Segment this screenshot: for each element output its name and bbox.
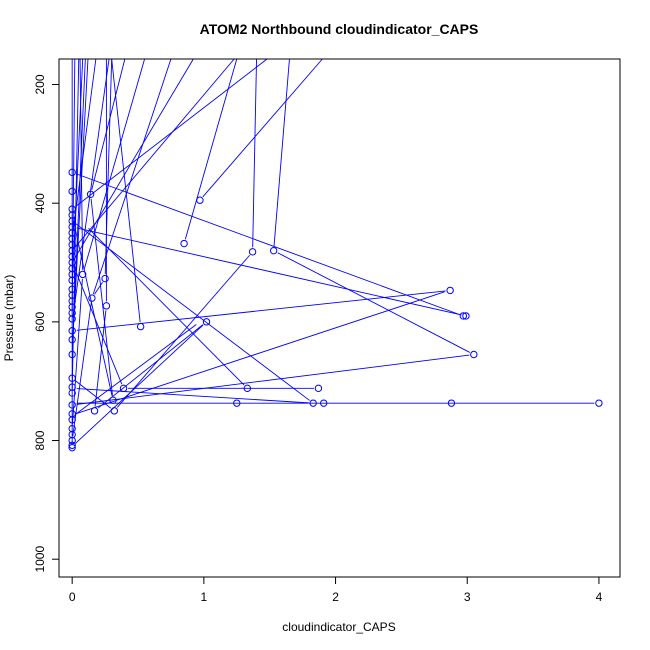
series-line-segment [76, 227, 462, 316]
data-point [269, 246, 278, 255]
plot-markers [68, 168, 603, 452]
series-line-segment [72, 58, 97, 235]
series-line-segment [88, 228, 245, 386]
series-line-segment [75, 324, 204, 444]
series-line-segment [277, 252, 471, 353]
data-point [109, 396, 117, 404]
data-point [233, 399, 241, 407]
series-line-segment [252, 58, 257, 248]
y-axis-label: Pressure (mbar) [2, 275, 16, 362]
series-line-segment [83, 58, 146, 271]
data-point [309, 399, 317, 407]
data-point [68, 389, 76, 397]
series-line-segment [72, 302, 92, 437]
series-line-segment [76, 173, 460, 315]
data-point [101, 274, 109, 283]
data-point [90, 407, 99, 415]
data-point [68, 315, 76, 323]
data-point [68, 443, 76, 452]
y-axis: 200 400 600 800 1000 [33, 74, 60, 573]
series-line-segment [202, 58, 323, 198]
x-axis-label: cloudindicator_CAPS [282, 620, 395, 634]
data-point [68, 276, 76, 285]
data-point [86, 190, 95, 198]
x-tick-label: 1 [201, 590, 208, 604]
x-tick-label: 2 [332, 590, 339, 604]
data-point [88, 294, 96, 302]
series-line-segment [116, 254, 250, 408]
data-point [136, 322, 145, 331]
data-point [68, 187, 76, 196]
data-point [68, 168, 76, 177]
data-point [446, 286, 454, 295]
series-line-segment [75, 223, 310, 401]
x-axis: 0 1 2 3 4 [69, 576, 603, 604]
data-point [243, 384, 252, 393]
series-line-segment [76, 388, 309, 404]
data-point [119, 384, 128, 393]
data-point [319, 399, 328, 407]
y-tick-label: 800 [33, 430, 47, 450]
data-point [248, 248, 257, 256]
series-line-segment [76, 291, 445, 415]
series-line-segment [72, 278, 83, 425]
data-point [68, 327, 76, 335]
series-line-segment [71, 58, 86, 351]
data-point [470, 350, 478, 359]
y-tick-label: 200 [33, 74, 47, 94]
data-point [68, 335, 76, 344]
data-point [68, 441, 76, 449]
series-line-segment [71, 58, 76, 312]
series-line-segment [104, 58, 113, 275]
data-point [110, 407, 119, 415]
series-line-segment [71, 58, 84, 282]
x-tick-label: 0 [69, 590, 76, 604]
series-line-segment [90, 198, 113, 396]
data-point [462, 312, 470, 320]
data-point [68, 350, 76, 359]
x-tick-label: 3 [464, 590, 471, 604]
data-point [459, 312, 467, 320]
series-line-segment [75, 380, 112, 409]
series-line-segment [76, 290, 446, 331]
series-line-segment [184, 58, 238, 240]
series-line-segment [94, 310, 107, 407]
series-line-segment [74, 58, 235, 248]
data-point [68, 401, 76, 409]
data-point [79, 270, 87, 279]
data-point [314, 384, 323, 393]
y-tick-label: 1000 [33, 546, 47, 573]
y-tick-label: 400 [33, 193, 47, 213]
series-line-segment [76, 354, 470, 405]
series-line-segment [273, 58, 290, 247]
series-line-segment [72, 58, 110, 318]
series-line-segment [94, 282, 103, 295]
plot-lines [71, 58, 595, 444]
series-line-segment [79, 58, 84, 270]
chart-title: ATOM2 Northbound cloudindicator_CAPS [200, 21, 479, 37]
data-point [68, 416, 76, 424]
data-point [447, 399, 456, 407]
data-point [68, 374, 76, 382]
data-point [202, 318, 211, 326]
data-point [595, 399, 603, 407]
y-tick-label: 600 [33, 312, 47, 332]
series-line-segment [97, 324, 204, 409]
series-line-segment [111, 58, 141, 323]
data-point [196, 196, 204, 204]
series-line-segment [72, 219, 113, 396]
x-tick-label: 4 [596, 590, 603, 604]
data-point [180, 239, 188, 248]
data-point [68, 436, 76, 445]
series-line-segment [91, 58, 126, 191]
data-point [102, 302, 111, 310]
